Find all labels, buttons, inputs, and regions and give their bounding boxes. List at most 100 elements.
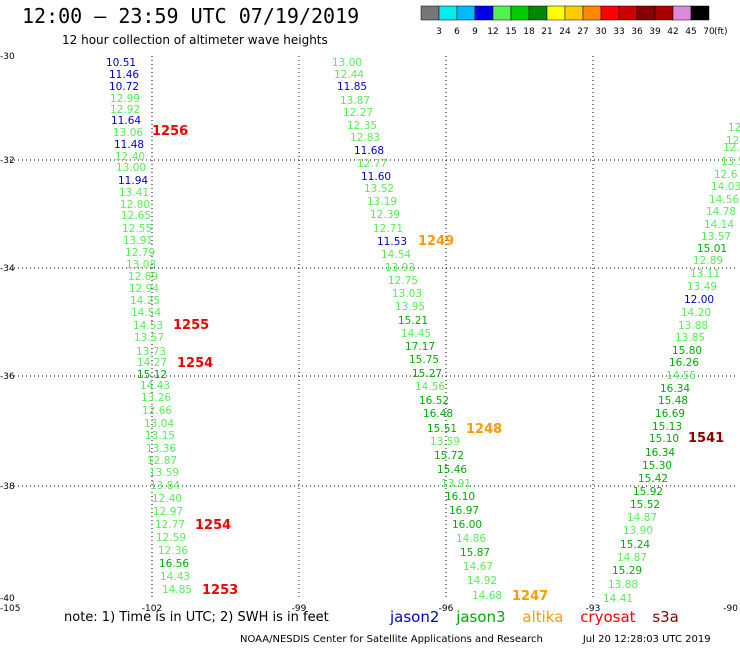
wave-height-value: 15.46: [437, 464, 467, 476]
wave-height-value: 14.03: [711, 181, 740, 193]
wave-height-value: 16.48: [423, 408, 453, 420]
wave-height-value: 12.92: [110, 104, 140, 116]
wave-height-value: 16.00: [452, 519, 482, 531]
colorbar-label: 21: [541, 27, 552, 37]
wave-height-value: 13.11: [690, 268, 720, 280]
longitude-label: -96: [439, 604, 454, 614]
wave-height-value: 12: [726, 135, 739, 147]
wave-height-value: 13.85: [675, 332, 705, 344]
axis-labels: -30 -32 -34 -36 -38 -40-105 -102 -99 -96 -93 -90: [0, 52, 738, 614]
orbit-number-label: 1256: [152, 124, 188, 139]
wave-height-value: 11.64: [111, 115, 141, 127]
wave-height-value: 10.51: [106, 57, 136, 69]
wave-height-value: 14.54: [381, 249, 411, 261]
wave-height-value: 12.44: [334, 69, 364, 81]
wave-height-value: 16.10: [445, 491, 475, 503]
wave-height-value: 15.21: [398, 315, 428, 327]
colorbar-unit: (ft): [714, 27, 728, 37]
wave-height-value: 16.26: [669, 357, 699, 369]
wave-height-value: 14.27: [137, 357, 167, 369]
footer-org: NOAA/NESDIS Center for Satellite Applica…: [240, 634, 543, 645]
wave-height-value: 12.71: [373, 223, 403, 235]
wave-height-value: 12.40: [152, 493, 182, 505]
colorbar-label: 3: [436, 27, 442, 37]
orbit-number-label: 1254: [195, 518, 231, 533]
wave-height-value: 11.48: [114, 139, 144, 151]
wave-height-value: 12.55: [122, 223, 152, 235]
wave-height-value: 13.91: [441, 478, 471, 490]
wave-height-value: 14.41: [603, 593, 633, 605]
orbit-number-label: 1247: [512, 589, 548, 604]
wave-height-value: 14.67: [463, 561, 493, 573]
wave-height-value: 13.19: [367, 196, 397, 208]
colorbar-label: 39: [649, 27, 661, 37]
colorbar-label: 12: [487, 27, 498, 37]
wave-height-value: 12.79: [125, 247, 155, 259]
wave-height-value: 13.90: [623, 525, 653, 537]
wave-height-value: 15.51: [427, 423, 457, 435]
colorbar-swatch: [690, 5, 710, 21]
colorbar-label: 15: [505, 27, 516, 37]
wave-height-value: 12.65: [121, 210, 151, 222]
wave-height-value: 16.56: [159, 558, 189, 570]
colorbar-label: 30: [595, 27, 607, 37]
colorbar-label: 70: [703, 27, 715, 37]
colorbar-label: 24: [559, 27, 571, 37]
wave-height-value: 12.80: [120, 199, 150, 211]
wave-height-value: 17.17: [405, 341, 435, 353]
wave-height-value: 15.30: [642, 460, 672, 472]
wave-height-value: 15.72: [434, 450, 464, 462]
legend-cryosat: cryosat: [580, 608, 636, 626]
wave-height-value: 13.57: [134, 332, 164, 344]
wave-height-value: 12.35: [347, 120, 377, 132]
wave-height-value: 15.27: [412, 368, 442, 380]
colorbar-label: 42: [667, 27, 678, 37]
wave-height-value: 15.48: [658, 395, 688, 407]
satellite-legend: jason2 jason3 altika cryosat s3a: [390, 608, 691, 626]
wave-height-value: 13.93: [385, 262, 415, 274]
longitude-label: -93: [586, 604, 601, 614]
wave-height-value: 15.24: [620, 539, 650, 551]
wave-height-value: 14.86: [456, 533, 486, 545]
latitude-label: -34: [0, 264, 15, 274]
color-scale-bar: 3 6 9 12 15 18 21 24 27 30 33 36 39 42 45 70 (ft): [420, 5, 728, 37]
latitude-label: -38: [0, 482, 15, 492]
wave-height-value: 14.43: [140, 380, 170, 392]
wave-height-value: 13.57: [701, 231, 731, 243]
wave-height-value: 12.39: [370, 209, 400, 221]
wave-height-value: 14.43: [160, 571, 190, 583]
wave-height-value: 14.20: [681, 307, 711, 319]
wave-height-value: 13.04: [144, 418, 174, 430]
wave-height-value: 15.80: [672, 345, 702, 357]
wave-height-value: 16.34: [660, 383, 690, 395]
colorbar-label: 45: [685, 27, 696, 37]
wave-height-value: 13.87: [340, 95, 370, 107]
wave-height-value: 15.29: [612, 565, 642, 577]
wave-height-value: 12.99: [110, 93, 140, 105]
latitude-label: -30: [0, 52, 15, 62]
wave-height-value: 12.75: [388, 275, 418, 287]
wave-height-value: 11.60: [361, 171, 391, 183]
wave-height-value: 14.78: [706, 206, 736, 218]
wave-height-value: 13.08: [126, 259, 156, 271]
wave-height-value: 14.56: [415, 381, 445, 393]
wave-height-value: 14.87: [627, 512, 657, 524]
colorbar-label: 6: [454, 27, 460, 37]
footer: NOAA/NESDIS Center for Satellite Applica…: [240, 634, 711, 645]
legend-jason3: jason3: [456, 608, 506, 626]
wave-height-value: 15.52: [630, 499, 660, 511]
wave-height-value: 13.59: [149, 467, 179, 479]
colorbar-label: 33: [613, 27, 624, 37]
wave-height-value: 12.66: [142, 405, 172, 417]
wave-height-value: 12: [728, 122, 740, 134]
wave-height-value: 13.88: [608, 579, 638, 591]
wave-height-value: 12.87: [147, 455, 177, 467]
wave-height-value: 16.52: [419, 395, 449, 407]
wave-height-value: 13.03: [392, 288, 422, 300]
wave-height-value: 15.10: [649, 433, 679, 445]
wave-height-value: 13.91: [123, 235, 153, 247]
wave-height-value: 13.15: [145, 430, 175, 442]
wave-height-value: 15.92: [633, 486, 663, 498]
orbit-number-label: 1248: [466, 422, 502, 437]
longitude-label: -102: [142, 604, 162, 614]
